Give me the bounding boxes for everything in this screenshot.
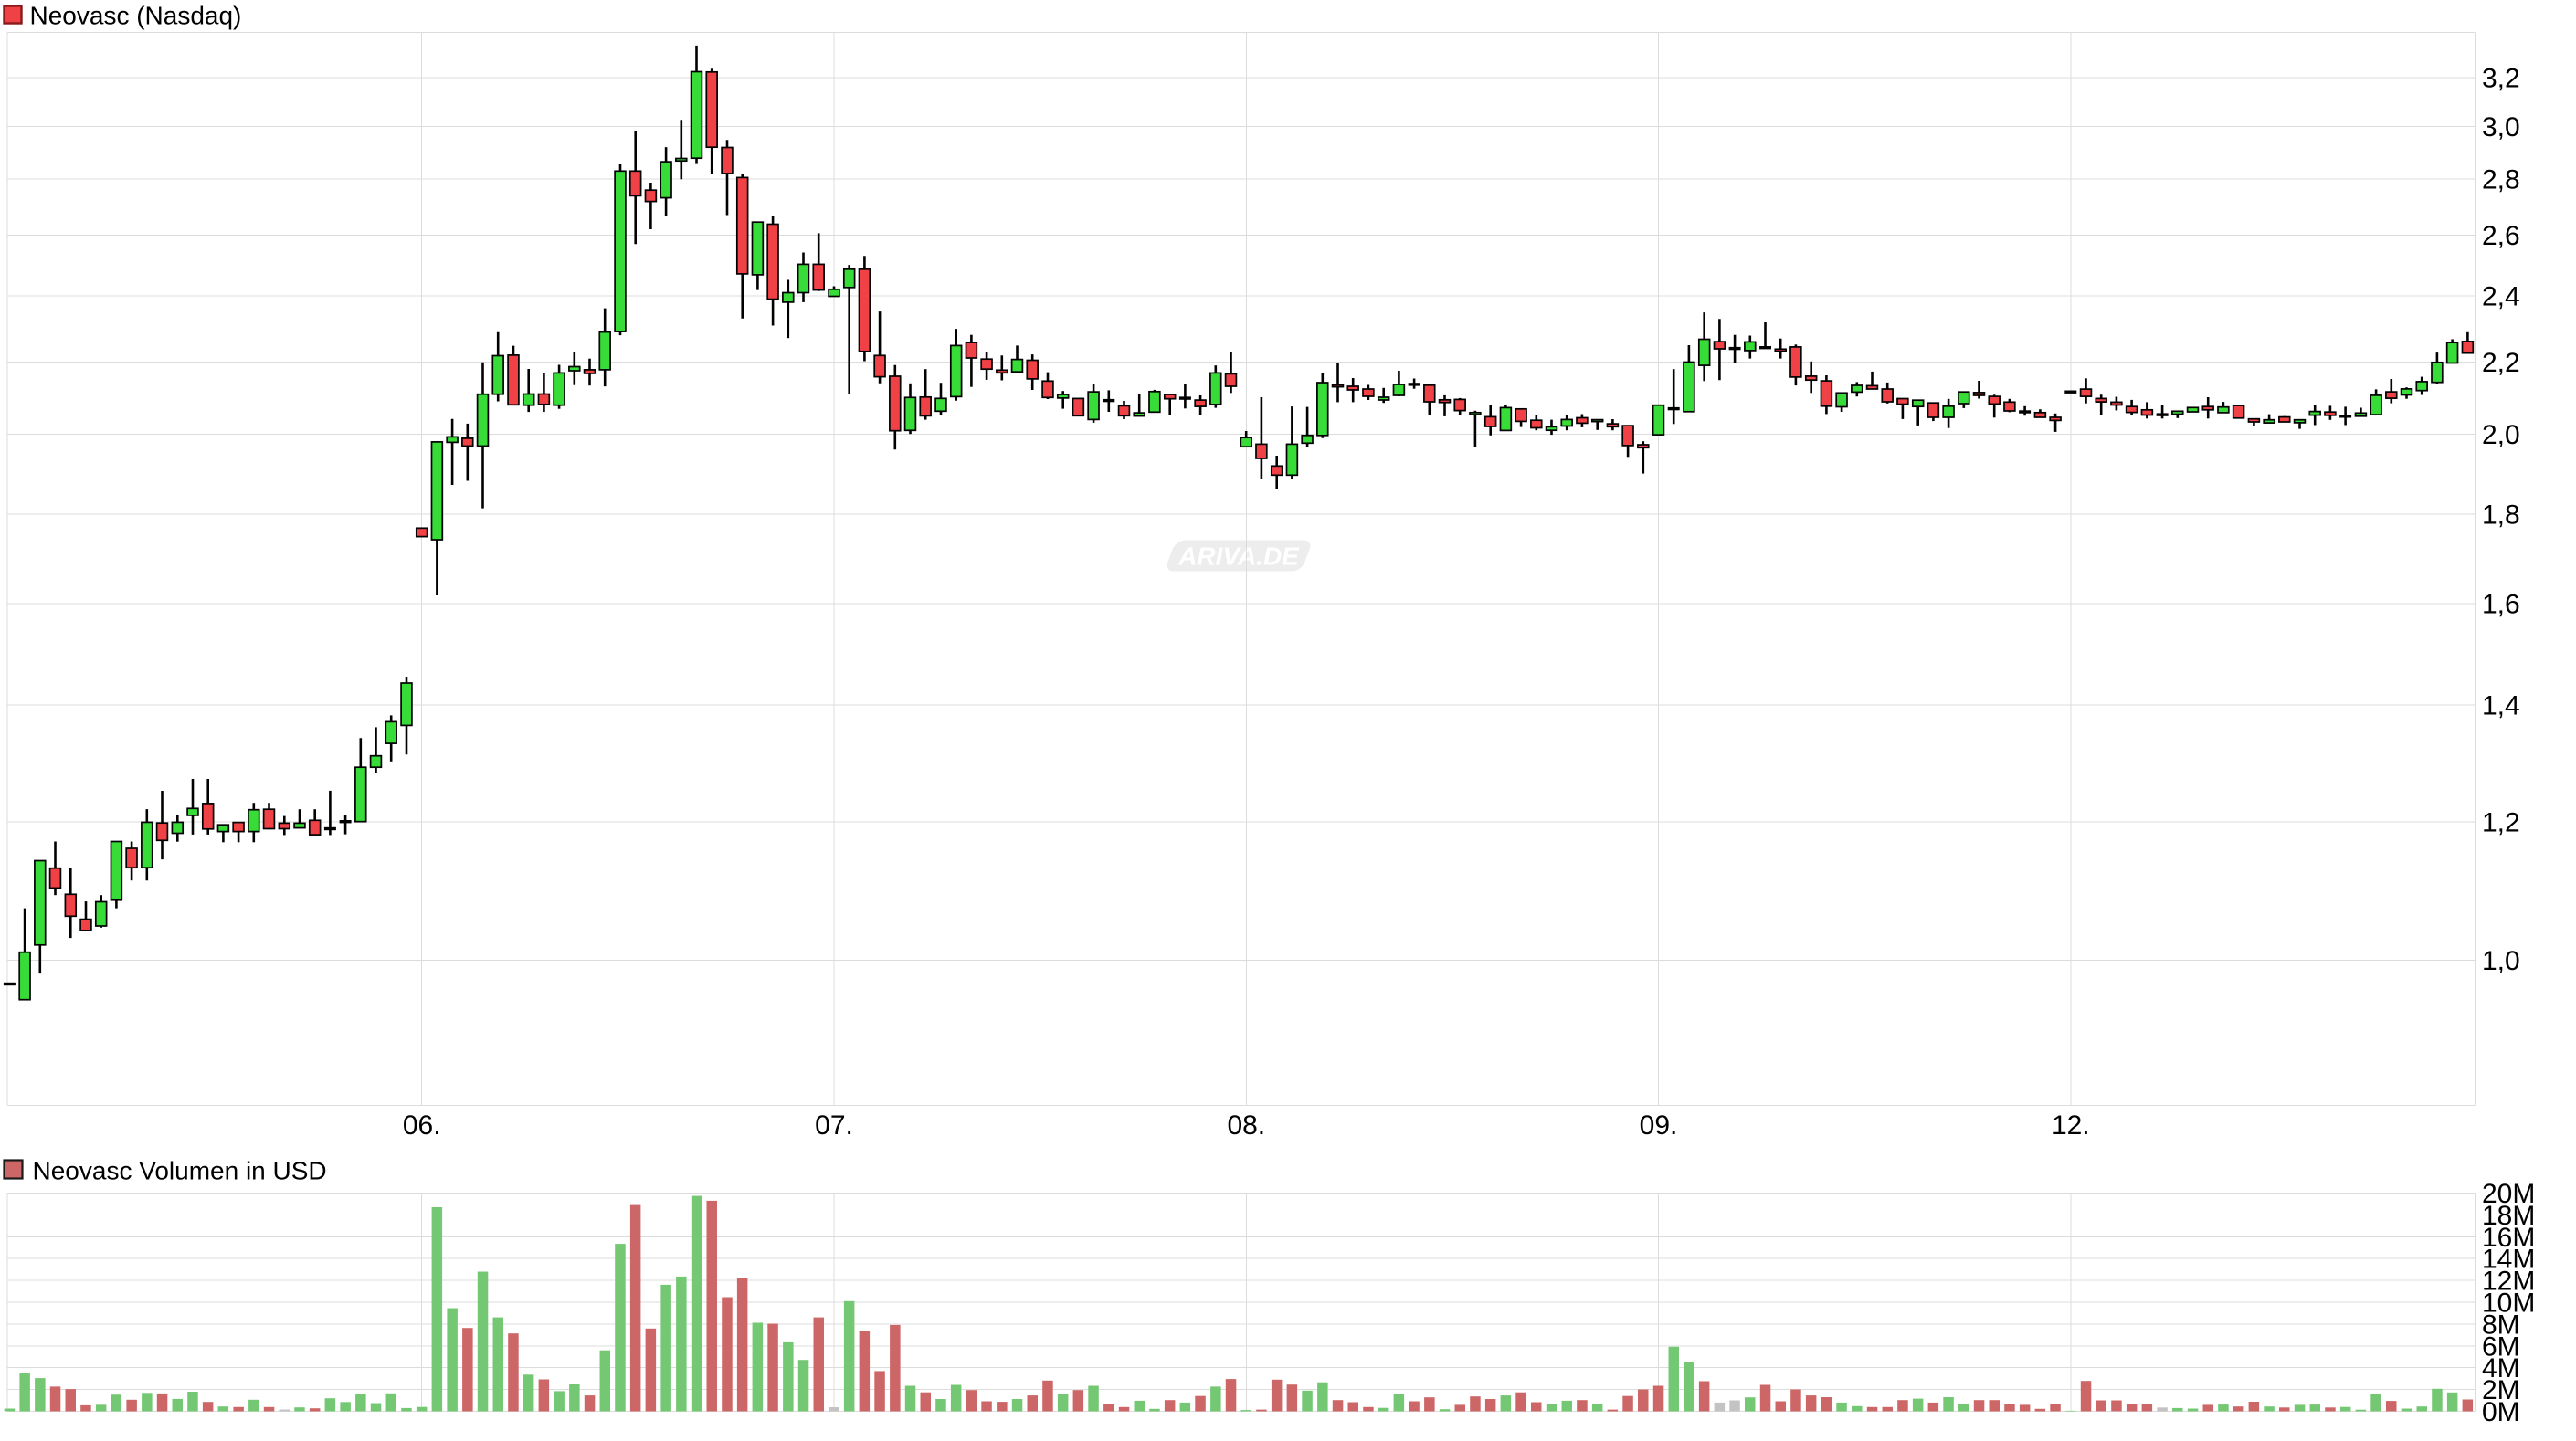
svg-text:08.: 08. xyxy=(1227,1110,1265,1141)
svg-text:Neovasc (Nasdaq): Neovasc (Nasdaq) xyxy=(30,2,242,30)
svg-text:6M: 6M xyxy=(2482,1331,2520,1362)
svg-text:16M: 16M xyxy=(2482,1223,2535,1253)
svg-text:1,8: 1,8 xyxy=(2482,500,2520,531)
svg-text:2,6: 2,6 xyxy=(2482,221,2520,251)
svg-text:2,0: 2,0 xyxy=(2482,420,2520,450)
svg-text:0M: 0M xyxy=(2482,1397,2520,1427)
svg-text:18M: 18M xyxy=(2482,1201,2535,1231)
svg-text:4M: 4M xyxy=(2482,1353,2520,1383)
svg-text:14M: 14M xyxy=(2482,1245,2535,1275)
svg-text:3,2: 3,2 xyxy=(2482,64,2520,94)
svg-text:2,4: 2,4 xyxy=(2482,282,2520,312)
svg-text:2,2: 2,2 xyxy=(2482,348,2520,378)
svg-text:1,4: 1,4 xyxy=(2482,690,2520,720)
svg-text:20M: 20M xyxy=(2482,1179,2535,1209)
svg-text:07.: 07. xyxy=(815,1110,853,1141)
svg-text:ARIVA.DE: ARIVA.DE xyxy=(1177,542,1300,571)
svg-text:09.: 09. xyxy=(1640,1110,1678,1141)
svg-text:1,2: 1,2 xyxy=(2482,807,2520,837)
svg-text:10M: 10M xyxy=(2482,1288,2535,1319)
svg-text:12.: 12. xyxy=(2052,1110,2090,1141)
svg-text:12M: 12M xyxy=(2482,1267,2535,1297)
svg-text:1,0: 1,0 xyxy=(2482,946,2520,976)
svg-text:2M: 2M xyxy=(2482,1375,2520,1405)
svg-text:1,6: 1,6 xyxy=(2482,589,2520,619)
svg-text:2,8: 2,8 xyxy=(2482,165,2520,195)
svg-text:06.: 06. xyxy=(403,1110,441,1141)
svg-text:Neovasc Volumen in USD: Neovasc Volumen in USD xyxy=(33,1157,327,1185)
svg-text:3,0: 3,0 xyxy=(2482,112,2520,142)
svg-text:8M: 8M xyxy=(2482,1310,2520,1340)
